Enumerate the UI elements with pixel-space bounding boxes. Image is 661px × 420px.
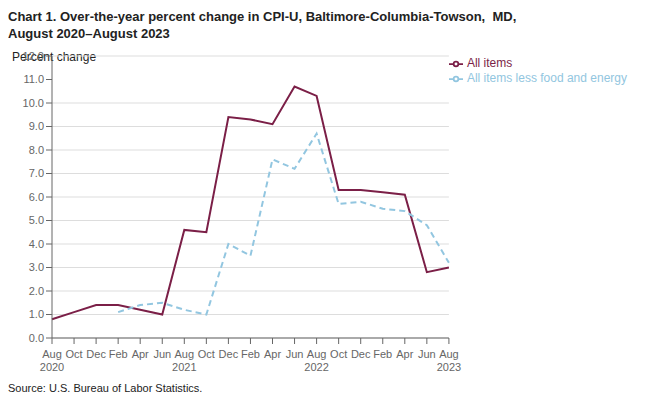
svg-text:Jun: Jun [153, 348, 171, 360]
svg-text:4.0: 4.0 [29, 238, 44, 250]
svg-text:Oct: Oct [330, 348, 347, 360]
svg-text:Dec: Dec [219, 348, 239, 360]
svg-text:12.0: 12.0 [23, 50, 44, 62]
svg-text:Apr: Apr [264, 348, 281, 360]
svg-text:5.0: 5.0 [29, 214, 44, 226]
svg-text:Feb: Feb [109, 348, 128, 360]
svg-text:Jun: Jun [418, 348, 436, 360]
svg-text:Aug2020: Aug2020 [40, 348, 64, 373]
svg-text:Jun: Jun [286, 348, 304, 360]
svg-text:7.0: 7.0 [29, 167, 44, 179]
svg-text:2.0: 2.0 [29, 285, 44, 297]
svg-text:Feb: Feb [241, 348, 260, 360]
svg-text:1.0: 1.0 [29, 308, 44, 320]
svg-text:Oct: Oct [65, 348, 82, 360]
svg-text:Aug2021: Aug2021 [172, 348, 196, 373]
svg-text:Feb: Feb [373, 348, 392, 360]
svg-text:10.0: 10.0 [23, 97, 44, 109]
svg-text:8.0: 8.0 [29, 144, 44, 156]
svg-text:Aug2023: Aug2023 [437, 348, 461, 373]
svg-text:Oct: Oct [198, 348, 215, 360]
svg-text:3.0: 3.0 [29, 261, 44, 273]
svg-text:0.0: 0.0 [29, 332, 44, 344]
svg-text:11.0: 11.0 [23, 73, 44, 85]
svg-text:Dec: Dec [86, 348, 106, 360]
svg-text:Aug2022: Aug2022 [304, 348, 328, 373]
svg-text:9.0: 9.0 [29, 120, 44, 132]
svg-text:Apr: Apr [132, 348, 149, 360]
svg-text:6.0: 6.0 [29, 191, 44, 203]
svg-text:Apr: Apr [396, 348, 413, 360]
svg-text:Dec: Dec [351, 348, 371, 360]
